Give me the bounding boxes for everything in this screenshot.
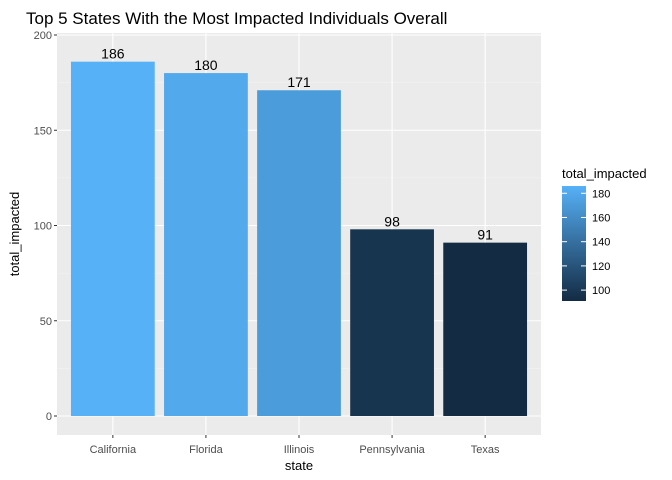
legend-title: total_impacted — [562, 166, 647, 181]
bar-texas — [443, 242, 528, 416]
data-label: 180 — [194, 57, 218, 73]
data-label: 98 — [384, 213, 400, 229]
y-tick-label: 150 — [34, 125, 52, 137]
data-label: 186 — [101, 46, 125, 62]
bars — [70, 61, 528, 417]
y-axis-title: total_impacted — [7, 192, 22, 277]
x-tick-label: California — [90, 444, 137, 456]
legend-tick-label: 180 — [592, 188, 610, 200]
x-tick-label: Texas — [471, 444, 500, 456]
data-labels: 186 180 171 98 91 — [101, 46, 493, 243]
data-label: 91 — [477, 227, 493, 243]
x-tick-label: Pennsylvania — [359, 444, 425, 456]
data-label: 171 — [287, 74, 311, 90]
y-axis: 0 50 100 150 200 — [34, 30, 57, 423]
chart-title: Top 5 States With the Most Impacted Indi… — [26, 9, 447, 28]
x-tick-label: Illinois — [284, 444, 315, 456]
y-tick-label: 0 — [46, 411, 52, 423]
legend-tick-label: 120 — [592, 261, 610, 273]
legend-tick-label: 160 — [592, 212, 610, 224]
legend-colorbar — [562, 186, 586, 301]
bar-florida — [164, 73, 248, 416]
bar-california — [70, 61, 155, 417]
y-tick-label: 100 — [34, 221, 52, 233]
y-tick-label: 50 — [40, 316, 52, 328]
legend-ticks: 100 120 140 160 180 — [562, 188, 610, 297]
x-axis: California Florida Illinois Pennsylvania Tex… — [90, 435, 500, 456]
x-tick-label: Florida — [189, 444, 224, 456]
bar-pennsylvania — [350, 229, 434, 416]
legend: total_impacted 100 120 140 160 180 — [562, 166, 647, 301]
x-axis-title: state — [285, 458, 313, 473]
y-tick-label: 200 — [34, 30, 52, 42]
legend-tick-label: 140 — [592, 237, 610, 249]
legend-tick-label: 100 — [592, 285, 610, 297]
bar-illinois — [257, 90, 341, 417]
